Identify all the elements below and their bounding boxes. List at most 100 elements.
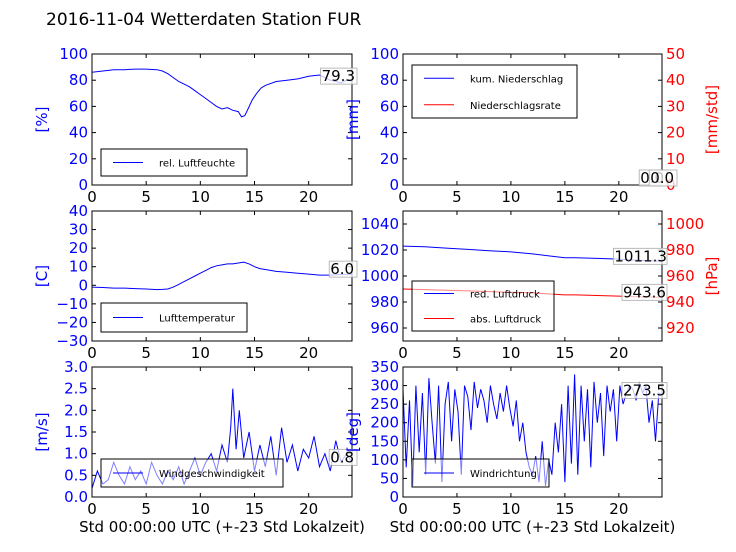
latest-value-label: 943.6 [623, 283, 666, 301]
series-line-rel-luftfeuchte [92, 68, 352, 118]
y-tick-label: 0.0 [64, 488, 88, 506]
x-tick-label: 5 [452, 188, 462, 206]
y-axis-label: [%] [33, 107, 51, 133]
y-tick-label: 1000 [361, 267, 399, 285]
latest-value-box [613, 247, 668, 265]
latest-value-box [621, 382, 668, 399]
y-tick-label: 1.5 [64, 423, 88, 441]
series-group [92, 261, 352, 291]
series-line-lufttemperatur [92, 261, 352, 291]
y-tick-label: 40 [69, 202, 88, 220]
legend-label: abs. Luftdruck [470, 315, 541, 326]
latest-value-box [621, 283, 668, 301]
y-tick-label: 200 [370, 414, 399, 432]
y-tick-label: 0.5 [64, 466, 88, 484]
latest-value-box [328, 260, 358, 278]
x-tick-label: 0 [398, 500, 408, 518]
y2-tick-label: 40 [666, 71, 685, 89]
x-tick-label: 15 [245, 500, 264, 518]
y-tick-label: 350 [370, 358, 399, 376]
y-tick-label: 40 [69, 124, 88, 142]
latest-value-box [328, 448, 358, 466]
y-tick-label: −20 [56, 313, 88, 331]
plot-frame [402, 53, 663, 186]
x-tick-label: 20 [609, 188, 628, 206]
chart-panel-humidity: 0 5 10 15 20 0 20 40 60 80 100 [%] rel. Luftfeuchte 7… [33, 45, 358, 206]
x-tick-label: 15 [245, 344, 264, 362]
y-tick-label: 100 [370, 45, 399, 63]
y-tick-label: 980 [370, 293, 399, 311]
y2-tick-label: 1000 [666, 215, 704, 233]
x-tick-label: 10 [501, 500, 520, 518]
latest-value-box [320, 67, 358, 85]
x-tick-label: 15 [555, 344, 574, 362]
chart-panel-temperature: 0 5 10 15 20−30−20−10010203040[C]Lufttempera… [33, 202, 358, 362]
y2-tick-label: 940 [666, 293, 695, 311]
y-tick-label: 960 [370, 319, 399, 337]
y-tick-label: 0 [78, 276, 88, 294]
y2-tick-label: 920 [666, 319, 695, 337]
y-tick-label: 0 [78, 176, 88, 194]
legend-label: Windrichtung [470, 469, 537, 480]
x-tick-label: 0 [87, 500, 97, 518]
x-tick-label: 15 [245, 188, 264, 206]
y-tick-label: −10 [56, 295, 88, 313]
x-tick-label: 20 [299, 344, 318, 362]
y-tick-label: 300 [370, 377, 399, 395]
legend: red. Luftdruck abs. Luftdruck [411, 280, 555, 332]
y-tick-label: 60 [380, 97, 399, 115]
x-axis-label: Std 00:00:00 UTC (+-23 Std Lokalzeit) [390, 518, 676, 536]
series-group [92, 68, 352, 118]
y-tick-label: −30 [56, 332, 88, 350]
y-tick-label: 10 [69, 258, 88, 276]
legend-label: Niederschlagsrate [470, 101, 561, 112]
x-tick-label: 5 [452, 344, 462, 362]
y-tick-label: 20 [69, 150, 88, 168]
x-tick-label: 10 [191, 188, 210, 206]
y-tick-label: 0 [389, 176, 399, 194]
y2-tick-label: 20 [666, 124, 685, 142]
x-tick-label: 10 [191, 344, 210, 362]
legend-label: rel. Luftfeuchte [159, 159, 235, 170]
y-axis-label: [m/s] [33, 412, 51, 451]
y-tick-label: 1020 [361, 241, 399, 259]
y-tick-label: 250 [370, 395, 399, 413]
legend: Lufttemperatur [100, 302, 248, 333]
chart-panel-windspeed: 0 5 10 15 20 0.0 0.5 1.0 1.5 2.0 2.5 3.0 [m/s] Std 00… [33, 358, 365, 536]
y2-tick-label: 960 [666, 267, 695, 285]
y-tick-label: 20 [69, 239, 88, 257]
y2-axis-label: [mm/std] [703, 85, 721, 154]
y-axis-label: [mm] [344, 99, 362, 140]
x-tick-label: 20 [609, 344, 628, 362]
legend-label: red. Luftdruck [470, 290, 540, 301]
y-tick-label: 30 [69, 221, 88, 239]
y-axis-label: [C] [33, 265, 51, 287]
latest-value-label: 79.3 [322, 67, 355, 85]
y2-tick-label: 30 [666, 97, 685, 115]
latest-value-label: 6.0 [330, 260, 354, 278]
latest-value-box [648, 169, 678, 187]
x-tick-label: 0 [87, 344, 97, 362]
latest-value-label: 1011.3 [614, 247, 667, 265]
x-tick-label: 15 [555, 188, 574, 206]
x-tick-label: 5 [452, 500, 462, 518]
y2-tick-label: 10 [666, 150, 685, 168]
y2-tick-label: 980 [666, 241, 695, 259]
legend: Windgeschwindigkeit [100, 458, 284, 488]
x-tick-label: 5 [141, 344, 151, 362]
latest-value-label: 0.0 [650, 169, 674, 187]
y-tick-label: 2.0 [64, 401, 88, 419]
y-tick-label: 20 [380, 150, 399, 168]
x-tick-label: 20 [299, 500, 318, 518]
plot-frame [402, 366, 663, 498]
y-tick-label: 3.0 [64, 358, 88, 376]
latest-value-label: 0.8 [330, 448, 354, 466]
y-tick-label: 40 [380, 124, 399, 142]
y2-tick-label: 50 [666, 45, 685, 63]
legend: rel. Luftfeuchte [100, 148, 248, 177]
y-axis-label: [deg] [344, 412, 362, 452]
y-tick-label: 0 [389, 488, 399, 506]
